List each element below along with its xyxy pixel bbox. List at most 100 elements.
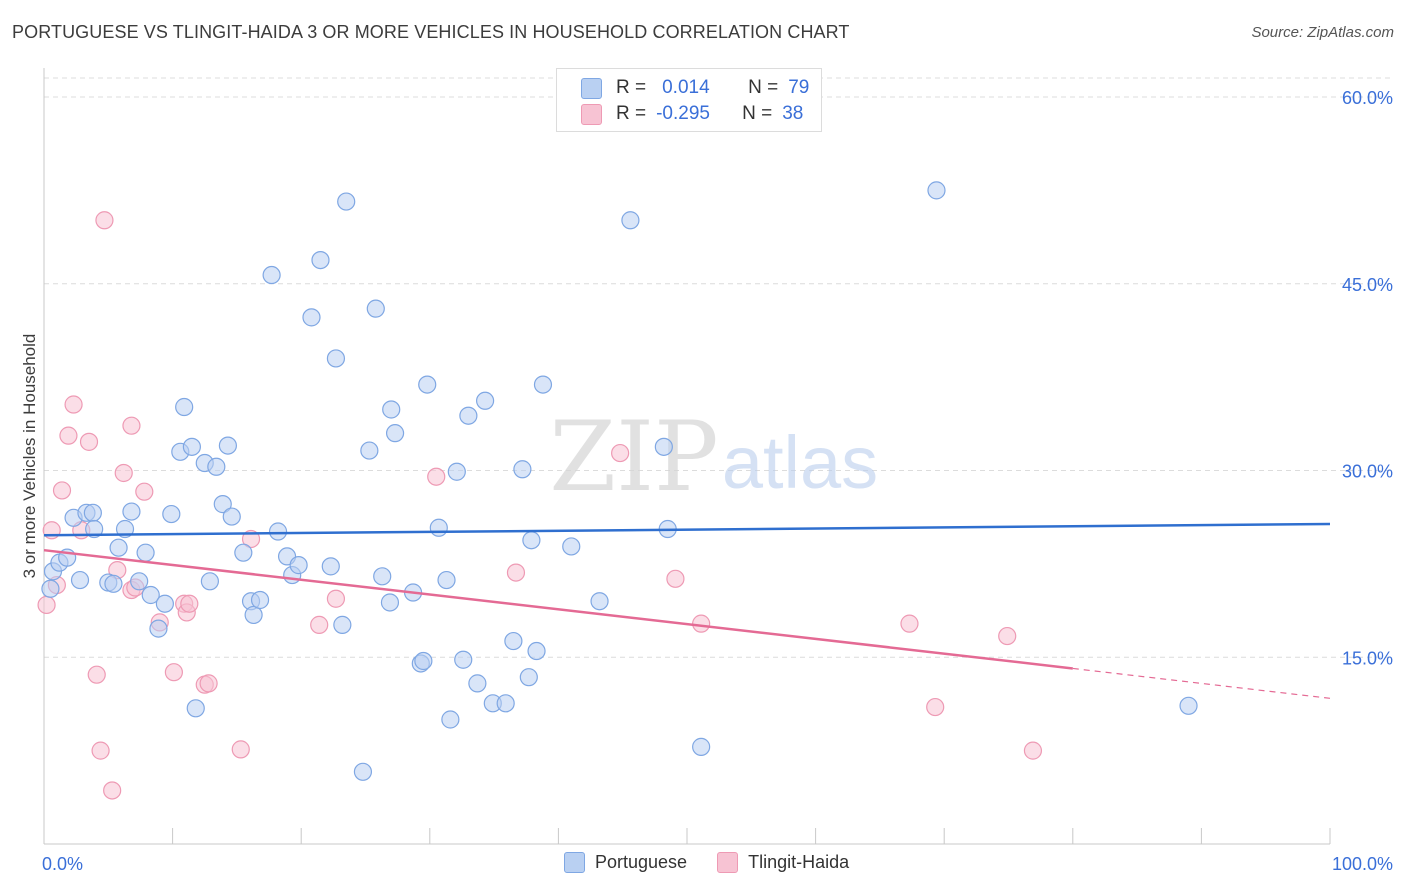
portuguese-swatch (564, 852, 585, 873)
portuguese-point (321, 557, 340, 576)
tick-labels: 15.0% 30.0% 45.0% 60.0% 0.0% 100.0% (42, 88, 1393, 874)
tlingit-haida-point (87, 665, 106, 684)
tlingit-haida-point (64, 395, 83, 414)
tlingit-haida-point (900, 614, 919, 633)
portuguese-swatch (581, 77, 602, 99)
portuguese-point (522, 531, 541, 550)
tlingit-haida-point (91, 741, 110, 760)
portuguese-point (385, 424, 405, 443)
portuguese-point (654, 437, 673, 456)
portuguese-point (182, 437, 201, 456)
tlingit-haida-point (998, 626, 1017, 646)
portuguese-point (418, 375, 437, 394)
tlingit-haida-point (231, 740, 250, 759)
trend-lines (43, 522, 1331, 699)
portuguese-point (366, 299, 385, 318)
portuguese-point (41, 579, 60, 598)
series-legend: Portuguese Tlingit-Haida (564, 852, 879, 873)
tlingit-haida-swatch (581, 103, 602, 125)
portuguese-point (218, 436, 237, 455)
tlingit-haida-point (611, 443, 630, 463)
portuguese-point (104, 574, 123, 593)
tlingit-haida-point (506, 563, 526, 582)
tlingit-haida-point (666, 569, 685, 588)
tlingit-haida-point (1023, 741, 1043, 760)
n-value: 38 (782, 103, 804, 124)
portuguese-point (441, 710, 460, 729)
n-label: N = (748, 77, 779, 98)
portuguese-point (454, 650, 473, 669)
r-label: R = (616, 77, 647, 98)
correlation-legend: R = 0.014 N = 79 R = -0.295 N = 38 (556, 68, 822, 132)
tlingit-haida-point (164, 663, 183, 682)
tlingit-haida-point (180, 594, 199, 613)
legend-label-portuguese: Portuguese (595, 852, 688, 872)
portuguese-point (250, 590, 270, 610)
portuguese-point (590, 592, 609, 611)
portuguese-point (459, 406, 478, 425)
tlingit-haida-trend-extension (1072, 667, 1331, 699)
portuguese-point (373, 567, 392, 586)
tlingit-haida-point (199, 674, 218, 693)
tlingit-haida-points (37, 211, 1043, 800)
tlingit-haida-point (427, 467, 446, 486)
y-tick-label: 45.0% (1342, 275, 1393, 295)
source-label: Source: ZipAtlas.com (1251, 24, 1394, 41)
legend-row-portuguese: R = 0.014 N = 79 (581, 76, 809, 100)
tlingit-haida-point (37, 595, 56, 615)
n-value: 79 (788, 77, 810, 98)
portuguese-point (136, 543, 155, 562)
tlingit-haida-trend-line (43, 548, 1073, 670)
portuguese-point (519, 668, 538, 687)
portuguese-point (504, 631, 523, 651)
portuguese-point (437, 570, 456, 590)
portuguese-point (268, 522, 288, 541)
portuguese-point (533, 375, 553, 394)
portuguese-point (562, 537, 581, 556)
legend-label-tlingit-haida: Tlingit-Haida (748, 852, 850, 872)
portuguese-point (122, 502, 141, 521)
portuguese-point (414, 651, 433, 671)
portuguese-point (222, 507, 241, 526)
legend-item-portuguese[interactable]: Portuguese (564, 852, 687, 873)
tlingit-haida-point (310, 615, 329, 634)
portuguese-point (380, 593, 400, 612)
tlingit-haida-point (114, 463, 133, 483)
portuguese-point (186, 699, 205, 718)
portuguese-point (155, 594, 174, 613)
portuguese-point (244, 605, 263, 625)
tlingit-haida-point (135, 482, 154, 501)
grid-lines (44, 77, 1394, 658)
axes (43, 68, 1331, 845)
watermark-atlas: atlas (722, 421, 878, 504)
portuguese-point (353, 762, 373, 781)
portuguese-point (333, 615, 352, 634)
portuguese-point (326, 349, 346, 368)
legend-row-tlingit-haida: R = -0.295 N = 38 (581, 102, 803, 126)
r-value: -0.295 (656, 103, 710, 124)
portuguese-point (311, 250, 330, 270)
tlingit-haida-point (926, 697, 945, 717)
legend-item-tlingit-haida[interactable]: Tlingit-Haida (717, 852, 849, 873)
portuguese-point (162, 504, 181, 524)
portuguese-point (149, 619, 168, 638)
portuguese-point (496, 694, 515, 713)
x-tick-label-max: 100.0% (1332, 854, 1393, 874)
tlingit-haida-point (241, 529, 261, 549)
portuguese-point (130, 572, 149, 591)
watermark-zip: ZIP (549, 401, 718, 513)
portuguese-point (927, 181, 946, 200)
portuguese-point (337, 192, 356, 211)
tlingit-haida-point (103, 781, 122, 800)
portuguese-point (85, 519, 104, 539)
tlingit-haida-point (122, 416, 141, 435)
r-value: 0.014 (662, 77, 710, 98)
tlingit-haida-point (95, 211, 114, 230)
portuguese-point (1179, 696, 1198, 715)
portuguese-point (70, 570, 90, 590)
portuguese-point (513, 460, 532, 479)
portuguese-point (360, 441, 379, 460)
chart-title: PORTUGUESE VS TLINGIT-HAIDA 3 OR MORE VE… (12, 22, 850, 42)
portuguese-point (141, 585, 160, 605)
tlingit-haida-point (692, 614, 711, 633)
